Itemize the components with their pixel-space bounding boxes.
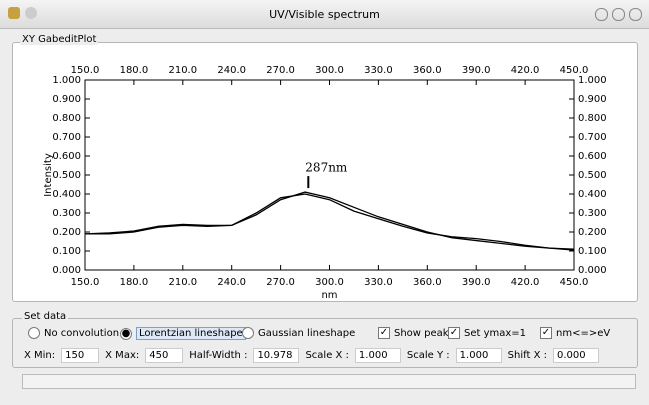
- x-tick-label: 420.0: [511, 277, 540, 288]
- y-tick-label: 0.400: [52, 189, 81, 200]
- field-label: Scale X :: [305, 349, 349, 361]
- y-tick-label-right: 1.000: [578, 75, 607, 86]
- x-tick-label-top: 420.0: [511, 65, 540, 76]
- x-tick-label-top: 390.0: [462, 65, 491, 76]
- menu-button[interactable]: [25, 7, 37, 19]
- text-field[interactable]: 1.000: [354, 347, 401, 363]
- plot-frame: [12, 42, 638, 302]
- field-label: X Max:: [105, 349, 140, 361]
- radio-button[interactable]: [28, 327, 40, 339]
- option[interactable]: ✓ nm<=>eV: [540, 327, 610, 339]
- spectrum-line: [85, 193, 575, 251]
- y-tick-label-right: 0.100: [578, 246, 607, 257]
- option[interactable]: ● Lorentzian lineshape: [120, 327, 246, 340]
- y-axis-label: Intensity: [43, 153, 54, 197]
- frame-title: XY GabeditPlot: [20, 34, 99, 45]
- x-tick-label: 330.0: [364, 277, 393, 288]
- y-tick-label-right: 0.200: [578, 227, 607, 238]
- plot: 150.0 150.0 180.0 180.0 210.0 210.0 240.0 240.0…: [43, 65, 607, 301]
- y-tick-label-right: 0.800: [578, 113, 607, 124]
- x-tick-label-top: 180.0: [120, 65, 149, 76]
- options-row: No convolution ● Lorentzian lineshape Gauss…: [28, 327, 628, 343]
- y-tick-label: 0.300: [52, 208, 81, 219]
- y-tick-label-right: 0.500: [578, 170, 607, 181]
- spectrum-line: [84, 191, 575, 250]
- x-tick-label: 300.0: [315, 277, 344, 288]
- field-label: X Min:: [24, 349, 56, 361]
- fields-row: X Min: 150 X Max: 450 Half-Width : 10.978 Scal…: [24, 347, 624, 363]
- x-tick-label-top: 360.0: [413, 65, 442, 76]
- minimize-button[interactable]: [595, 8, 608, 21]
- y-tick-label-right: 0.600: [578, 151, 607, 162]
- y-tick-label-right: 0.300: [578, 208, 607, 219]
- x-tick-label: 450.0: [560, 277, 589, 288]
- close-button[interactable]: [629, 8, 642, 21]
- option-label: nm<=>eV: [556, 327, 611, 339]
- option[interactable]: ✓ Set ymax=1: [448, 327, 526, 339]
- option-label: Set ymax=1: [464, 327, 527, 339]
- status-bar: [22, 374, 636, 389]
- option-label: Show peaks: [394, 327, 454, 339]
- title-bar: UV/Visible spectrum: [0, 0, 649, 29]
- option[interactable]: Gaussian lineshape: [242, 327, 355, 339]
- y-tick-label: 0.500: [52, 170, 81, 181]
- option[interactable]: ✓ Show peaks: [378, 327, 454, 339]
- x-tick-label-top: 210.0: [168, 65, 197, 76]
- y-tick-label-right: 0.700: [578, 132, 607, 143]
- text-field[interactable]: 150: [61, 347, 100, 363]
- y-tick-label-right: 0.900: [578, 94, 607, 105]
- option-label: No convolution: [44, 327, 120, 339]
- x-tick-label-top: 240.0: [217, 65, 246, 76]
- x-tick-label: 210.0: [168, 277, 197, 288]
- field-label: Scale Y :: [406, 349, 450, 361]
- y-tick-label: 0.700: [52, 132, 81, 143]
- text-field[interactable]: 450: [145, 347, 184, 363]
- option-label: Gaussian lineshape: [258, 327, 356, 339]
- x-tick-label: 360.0: [413, 277, 442, 288]
- y-tick-label: 0.800: [52, 113, 81, 124]
- option[interactable]: No convolution: [28, 327, 119, 339]
- x-tick-label-top: 270.0: [266, 65, 295, 76]
- x-tick-label: 240.0: [217, 277, 246, 288]
- y-tick-label: 0.100: [52, 246, 81, 257]
- window-title: UV/Visible spectrum: [269, 8, 380, 21]
- x-tick-label: 180.0: [120, 277, 149, 288]
- maximize-button[interactable]: [612, 8, 625, 21]
- x-tick-label-top: 450.0: [560, 65, 589, 76]
- text-field[interactable]: 0.000: [552, 347, 599, 363]
- checkbox[interactable]: ✓: [448, 327, 460, 339]
- peak-label: 287nm: [305, 161, 348, 175]
- x-tick-label-top: 300.0: [315, 65, 344, 76]
- y-tick-label-right: 0.400: [578, 189, 607, 200]
- app-icon: [8, 7, 20, 19]
- checkbox[interactable]: ✓: [540, 327, 552, 339]
- radio-button[interactable]: ●: [120, 327, 132, 340]
- y-tick-label: 0.900: [52, 94, 81, 105]
- field-label: Shift X :: [507, 349, 547, 361]
- x-tick-label-top: 150.0: [71, 65, 100, 76]
- option-label: Lorentzian lineshape: [136, 327, 246, 340]
- field-label: Half-Width :: [189, 349, 248, 361]
- y-tick-label: 0.200: [52, 227, 81, 238]
- x-tick-label: 150.0: [71, 277, 100, 288]
- checkbox[interactable]: ✓: [378, 327, 390, 339]
- x-axis-label: nm: [321, 290, 337, 301]
- x-tick-label: 390.0: [462, 277, 491, 288]
- x-tick-label: 270.0: [266, 277, 295, 288]
- radio-button[interactable]: [242, 327, 254, 339]
- y-tick-label: 0.600: [52, 151, 81, 162]
- controls-frame: [12, 318, 638, 368]
- text-field[interactable]: 1.000: [455, 347, 502, 363]
- y-tick-label-right: 0.000: [578, 265, 607, 276]
- x-tick-label-top: 330.0: [364, 65, 393, 76]
- y-tick-label: 0.000: [52, 265, 81, 276]
- text-field[interactable]: 10.978: [253, 347, 300, 363]
- y-tick-label: 1.000: [52, 75, 81, 86]
- controls-title: Set data: [22, 311, 69, 322]
